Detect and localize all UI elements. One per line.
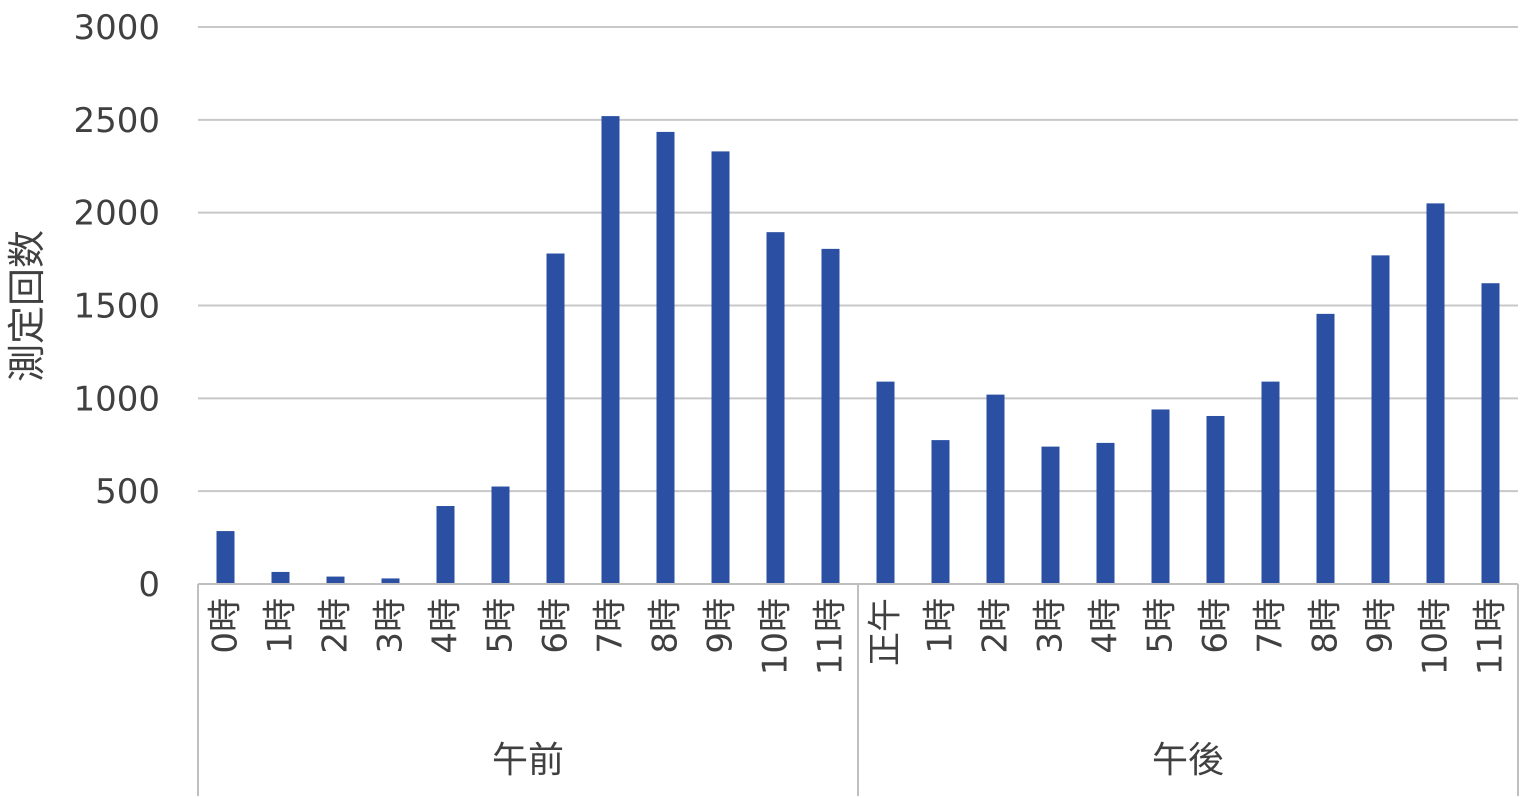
bar (326, 576, 345, 584)
bar (766, 232, 785, 584)
bar (1206, 415, 1225, 584)
x-tick-label: 1時 (261, 598, 301, 654)
bar (491, 486, 510, 584)
x-tick-label: 6時 (1196, 598, 1236, 654)
gridlines (198, 26, 1518, 493)
bar (216, 531, 235, 584)
bars (216, 116, 1500, 585)
x-tick-label: 7時 (591, 598, 631, 654)
x-tick-label: 11時 (1471, 598, 1511, 675)
y-axis-ticks: 0 500 1000 1500 2000 2500 3000 (73, 8, 160, 605)
bar (1096, 442, 1115, 584)
y-tick-label: 1500 (73, 287, 160, 327)
x-axis (197, 583, 1519, 796)
bar (1261, 381, 1280, 584)
x-tick-label: 9時 (1361, 598, 1401, 654)
bar (711, 151, 730, 584)
y-tick-label: 1000 (73, 379, 160, 419)
x-tick-label: 3時 (1031, 598, 1071, 654)
bar (656, 131, 675, 584)
bar (931, 440, 950, 584)
x-tick-label: 1時 (921, 598, 961, 654)
bar (601, 116, 620, 585)
bar (546, 253, 565, 584)
bar (1316, 313, 1335, 584)
x-tick-label: 7時 (1251, 598, 1291, 654)
bar (1426, 203, 1445, 584)
x-group-label: 午後 (1152, 740, 1224, 781)
x-tick-label: 8時 (646, 598, 686, 654)
bar (271, 571, 290, 584)
x-tick-label: 9時 (701, 598, 741, 654)
bar (986, 394, 1005, 584)
y-tick-label: 500 (95, 472, 160, 512)
bar (1371, 255, 1390, 584)
x-tick-label: 正午 (866, 598, 906, 666)
y-axis-title: 測定回数 (5, 230, 49, 382)
x-group-label: 午前 (492, 740, 564, 781)
bar (436, 506, 455, 584)
x-tick-label: 5時 (1141, 598, 1181, 654)
y-tick-label: 3000 (73, 8, 160, 48)
x-tick-label: 0時 (206, 598, 246, 654)
bar (381, 578, 400, 584)
bar (821, 248, 840, 584)
bar (876, 381, 895, 584)
y-tick-label: 0 (138, 565, 160, 605)
x-tick-label: 8時 (1306, 598, 1346, 654)
x-axis-groups: 午前 午後 (492, 740, 1224, 781)
x-tick-label: 2時 (316, 598, 356, 654)
bar (1151, 409, 1170, 584)
y-tick-label: 2000 (73, 194, 160, 234)
x-tick-label: 2時 (976, 598, 1016, 654)
x-tick-label: 4時 (426, 598, 466, 654)
x-tick-label: 10時 (1416, 598, 1456, 675)
x-tick-label: 6時 (536, 598, 576, 654)
y-tick-label: 2500 (73, 101, 160, 141)
x-tick-label: 4時 (1086, 598, 1126, 654)
x-tick-label: 3時 (371, 598, 411, 654)
x-tick-label: 5時 (481, 598, 521, 654)
x-tick-label: 10時 (756, 598, 796, 675)
x-tick-label: 11時 (811, 598, 851, 675)
x-axis-categories: 0時 1時 2時 3時 4時 5時 6時 7時 8時 9時 10時 11時 正午 1時 2時 3時 4時 5時 6時… (206, 598, 1511, 675)
bar (1041, 446, 1060, 584)
bar (1481, 283, 1500, 584)
